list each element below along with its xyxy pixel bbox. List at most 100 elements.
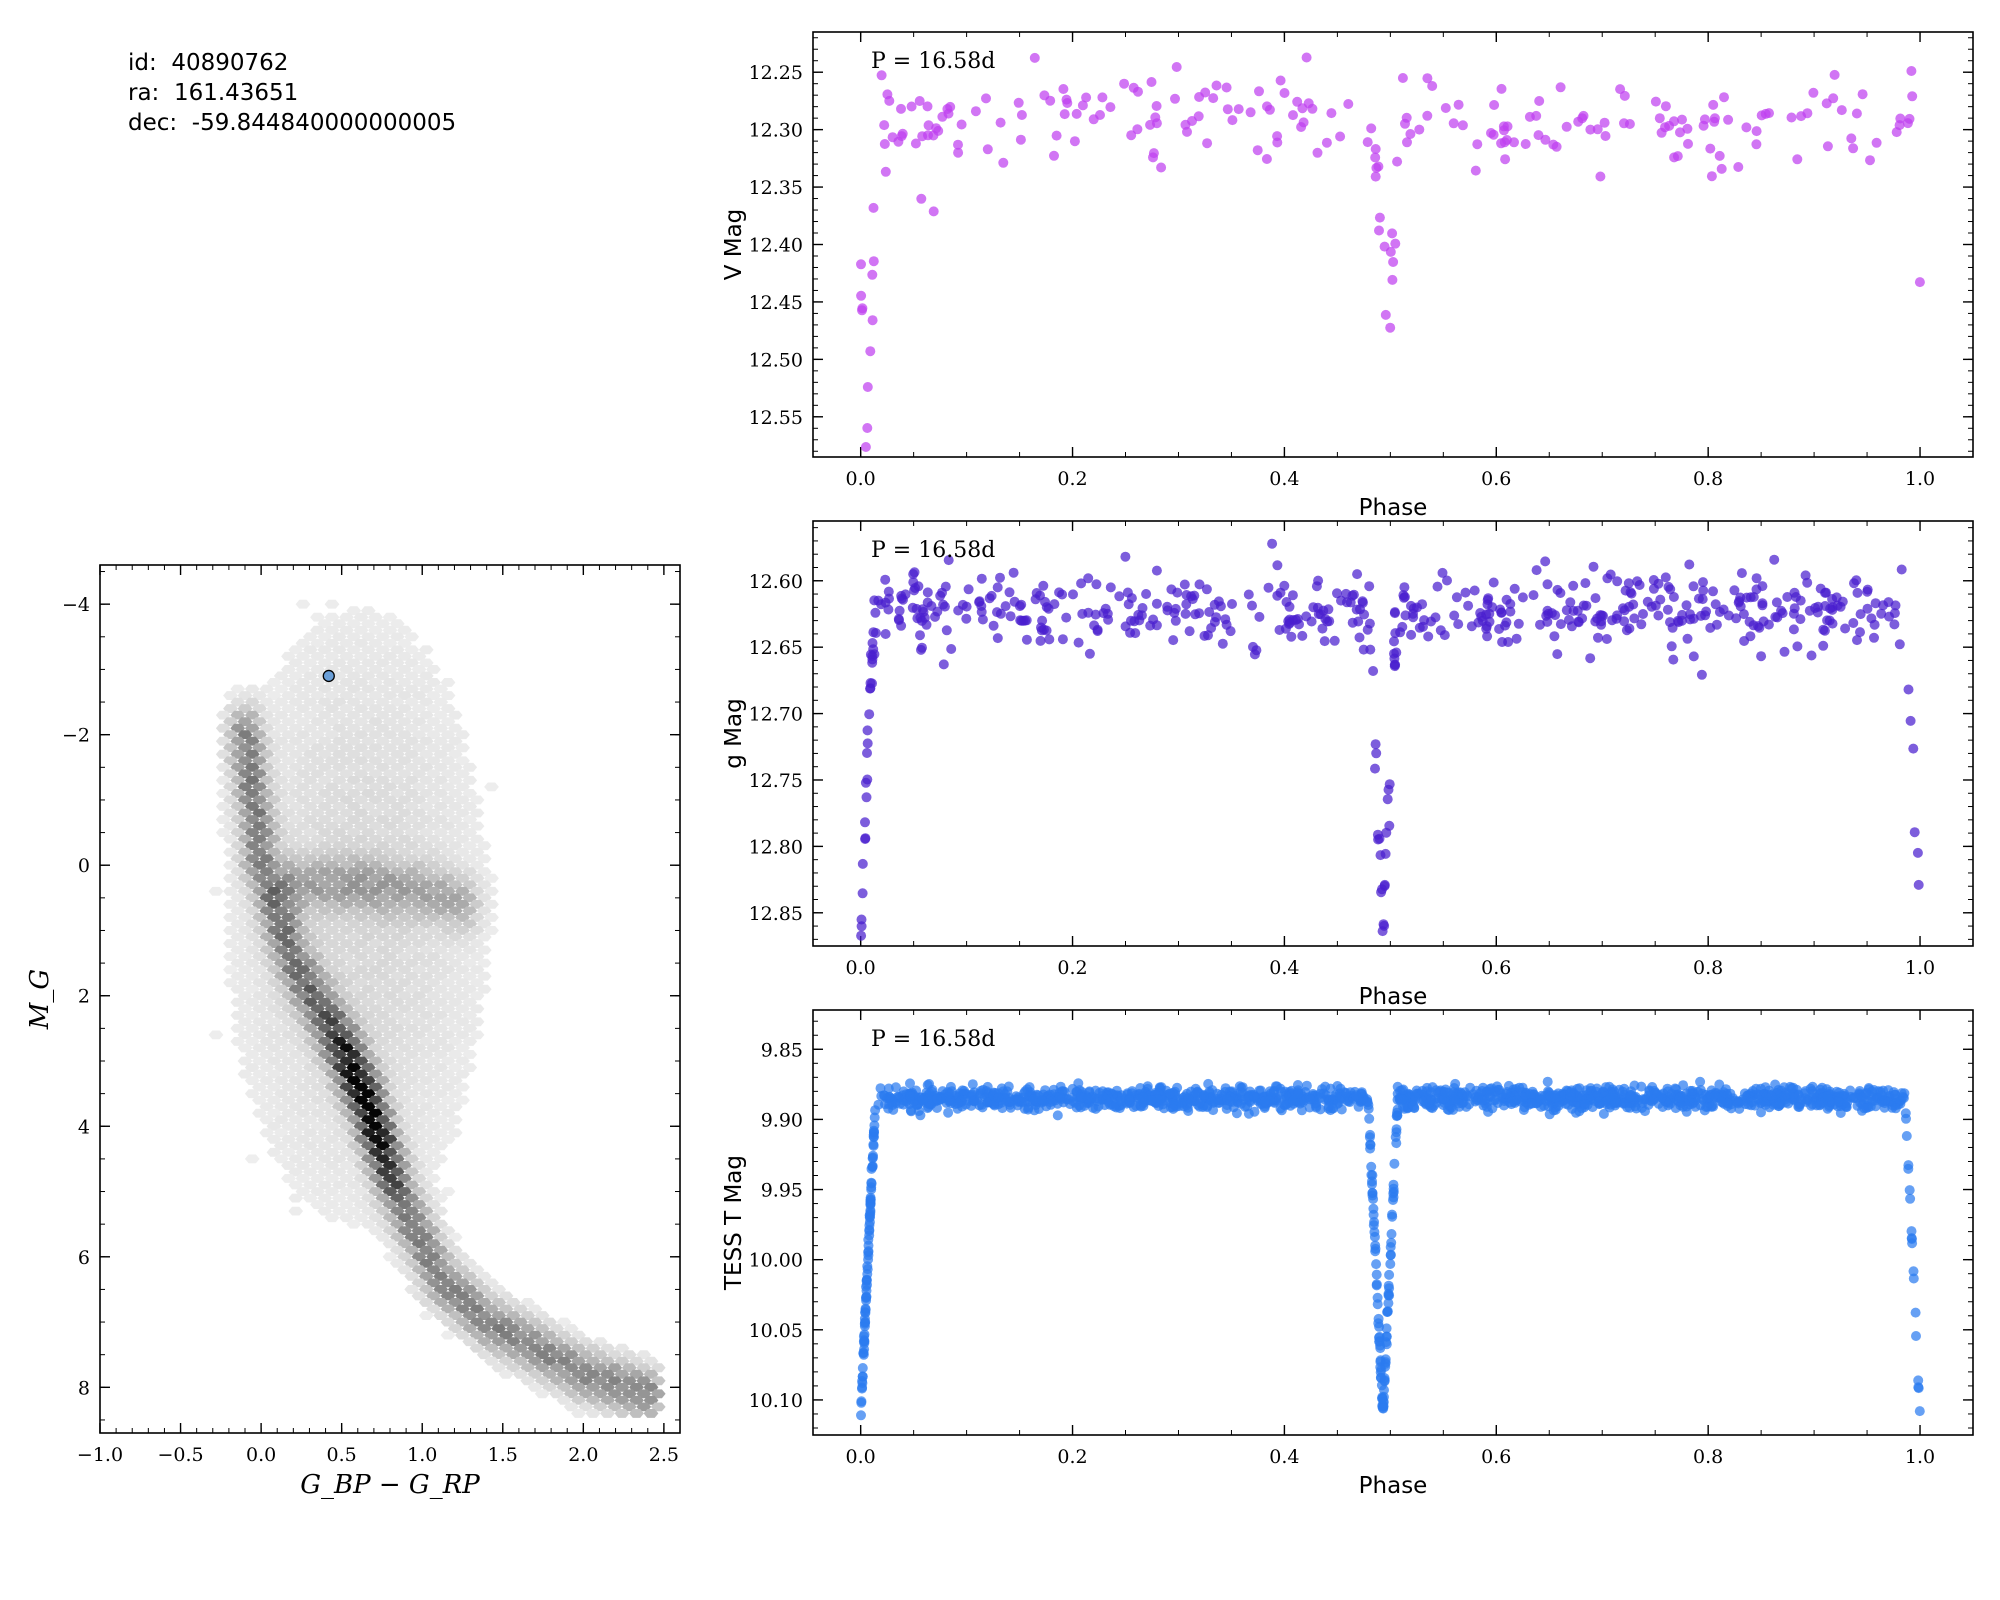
- data-point: [1245, 107, 1256, 118]
- data-point: [923, 130, 933, 141]
- density-cell: [324, 1213, 340, 1223]
- density-cell: [498, 1369, 514, 1379]
- data-point: [1194, 92, 1205, 102]
- data-point: [1911, 1331, 1921, 1341]
- data-point: [1688, 581, 1699, 592]
- data-point: [1170, 1089, 1181, 1100]
- data-point: [880, 629, 891, 639]
- data-point: [1432, 581, 1443, 592]
- data-point: [856, 259, 866, 270]
- data-point: [1091, 579, 1102, 590]
- data-point: [923, 120, 934, 131]
- data-point: [1870, 598, 1881, 609]
- data-point: [1525, 1089, 1536, 1100]
- data-point: [1757, 598, 1768, 609]
- density-cell: [629, 1409, 644, 1418]
- data-point: [894, 615, 904, 626]
- data-point: [1254, 86, 1264, 97]
- data-point: [862, 748, 872, 758]
- data-point: [896, 593, 907, 604]
- data-point: [1574, 1083, 1585, 1094]
- data-point: [1852, 635, 1862, 646]
- data-point: [1776, 605, 1787, 616]
- data-point: [1808, 87, 1819, 98]
- data-point: [1909, 827, 1920, 838]
- data-point: [1896, 564, 1907, 575]
- density-cell: [244, 1154, 260, 1164]
- data-point: [1442, 575, 1452, 586]
- data-point: [1362, 137, 1373, 148]
- data-point: [867, 638, 878, 648]
- data-point: [1384, 1269, 1395, 1280]
- x-tick-label: 0.6: [1481, 468, 1511, 490]
- data-point: [1760, 1099, 1771, 1110]
- data-point: [1674, 1092, 1685, 1103]
- data-point: [1757, 581, 1768, 592]
- data-point: [857, 1371, 868, 1382]
- data-point: [1648, 583, 1659, 594]
- data-point: [906, 101, 917, 112]
- data-point: [1453, 99, 1464, 110]
- data-point: [1862, 603, 1873, 614]
- x-tick-label: 1.5: [488, 1444, 518, 1466]
- data-point: [1377, 1393, 1388, 1404]
- data-point: [1913, 879, 1924, 890]
- data-point: [1549, 631, 1560, 642]
- data-point: [1905, 1193, 1916, 1204]
- data-point: [1401, 112, 1412, 123]
- data-point: [856, 914, 867, 925]
- data-point: [1379, 241, 1390, 252]
- data-point: [879, 139, 890, 149]
- data-point: [1598, 1108, 1609, 1119]
- data-point: [922, 587, 933, 598]
- data-point: [867, 269, 878, 280]
- data-point: [1840, 623, 1851, 634]
- data-point: [1561, 605, 1572, 616]
- x-tick-label: 1.0: [407, 1444, 437, 1466]
- data-point: [961, 613, 972, 624]
- data-point: [1913, 1383, 1924, 1394]
- data-point: [1748, 592, 1759, 602]
- data-point: [1343, 99, 1354, 109]
- density-cell: [534, 1389, 550, 1399]
- data-point: [1596, 619, 1607, 630]
- data-point: [1297, 630, 1308, 641]
- data-point: [966, 1091, 977, 1102]
- data-point: [1397, 1094, 1408, 1105]
- y-tick-label: −4: [62, 594, 90, 616]
- data-point: [1904, 1185, 1915, 1196]
- data-point: [1368, 666, 1379, 676]
- data-point: [1005, 1102, 1016, 1113]
- data-point: [1373, 1318, 1384, 1329]
- data-point: [1306, 616, 1317, 627]
- data-point: [1820, 587, 1831, 598]
- data-point: [1385, 322, 1396, 333]
- data-point: [1716, 1096, 1727, 1107]
- data-point: [1317, 623, 1328, 634]
- y-tick-label: 12.40: [749, 235, 803, 257]
- data-point: [1654, 113, 1665, 124]
- x-axis-label: G_BP − G_RP: [300, 1470, 480, 1500]
- data-point: [1179, 579, 1190, 590]
- data-point: [1524, 111, 1535, 122]
- data-point: [1814, 1100, 1825, 1111]
- data-point: [1457, 120, 1468, 131]
- data-point: [1227, 599, 1237, 609]
- data-point: [967, 1079, 978, 1090]
- data-point: [1857, 1092, 1868, 1103]
- data-point: [868, 256, 879, 267]
- data-point: [1359, 609, 1370, 620]
- data-point: [1849, 578, 1859, 589]
- data-point: [970, 106, 981, 117]
- data-point: [860, 1317, 871, 1327]
- data-point: [1170, 615, 1181, 626]
- data-point: [880, 166, 891, 177]
- data-point: [1497, 637, 1508, 647]
- density-cell: [418, 1311, 434, 1320]
- data-point: [1028, 1094, 1039, 1105]
- data-point: [1384, 820, 1395, 831]
- density-cell: [600, 1409, 615, 1418]
- data-point: [932, 1103, 942, 1113]
- data-point: [1383, 1290, 1394, 1301]
- data-point: [1275, 75, 1286, 86]
